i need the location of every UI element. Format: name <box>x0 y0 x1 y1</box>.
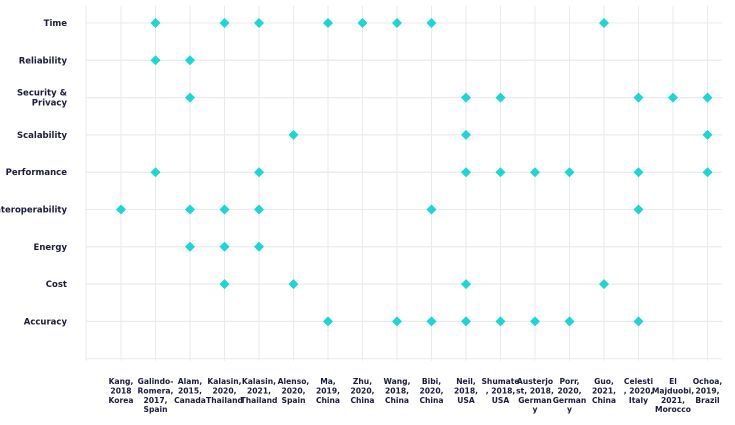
x-tick-label: Zhu, 2020, China <box>350 377 374 405</box>
data-point-diamond <box>702 92 713 103</box>
data-point-diamond <box>599 18 609 28</box>
x-tick-label: Shumate, 2018, USA <box>481 377 519 405</box>
data-point-diamond <box>633 204 644 215</box>
y-tick-label: Energy <box>34 243 68 253</box>
x-tick-label: Wang, 2018, China <box>384 377 411 405</box>
data-point-diamond <box>564 316 575 327</box>
data-point-diamond <box>150 167 161 178</box>
data-point-diamond <box>495 316 506 327</box>
data-point-diamond <box>633 92 644 103</box>
data-point-diamond <box>254 18 264 28</box>
data-point-diamond <box>150 18 161 28</box>
x-tick-label: Guo, 2021, China <box>592 377 616 405</box>
data-point-diamond <box>185 55 195 66</box>
data-point-diamond <box>323 18 333 28</box>
y-tick-label: Time <box>44 19 68 29</box>
data-points <box>116 18 713 327</box>
data-point-diamond <box>530 167 540 178</box>
x-tick-label: Bibi, 2020, China <box>419 377 443 405</box>
x-tick-label: Austerjo st, 2018, German y <box>516 377 554 414</box>
y-tick-labels: Time Reliability Security & Privacy Scalabil… <box>0 19 68 327</box>
data-point-diamond <box>185 204 195 215</box>
data-point-diamond <box>495 92 506 103</box>
data-point-diamond <box>357 18 368 28</box>
data-point-diamond <box>185 92 195 103</box>
x-tick-label: Celesti, 2020, Italy <box>624 377 654 405</box>
y-tick-label: Reliability <box>19 56 68 66</box>
data-point-diamond <box>564 167 575 178</box>
data-point-diamond <box>254 167 264 178</box>
x-tick-label: Alam, 2015, Canada <box>174 377 206 405</box>
data-point-diamond <box>495 167 506 178</box>
x-tick-label: El Majduobi, 2021, Morocco <box>652 377 694 414</box>
data-point-diamond <box>392 18 402 28</box>
data-point-diamond <box>219 279 230 290</box>
data-point-diamond <box>461 316 471 327</box>
data-point-diamond <box>426 316 437 327</box>
x-tick-label: Neil, 2018, USA <box>454 377 478 405</box>
data-point-diamond <box>219 18 230 28</box>
data-point-diamond <box>426 18 437 28</box>
data-point-diamond <box>702 167 713 178</box>
data-point-diamond <box>288 279 299 290</box>
x-tick-label: Ma, 2019, China <box>316 377 340 405</box>
grid-lines <box>85 6 722 361</box>
data-point-diamond <box>633 316 644 327</box>
y-tick-label: Performance <box>6 168 68 178</box>
data-point-diamond <box>461 167 471 178</box>
x-tick-label: Kalasin, 2020, Thailand <box>206 377 243 405</box>
data-point-diamond <box>116 204 126 215</box>
y-tick-label: Scalability <box>17 131 67 141</box>
data-point-diamond <box>254 204 264 215</box>
y-tick-label: Interoperability <box>0 206 67 216</box>
data-point-diamond <box>323 316 333 327</box>
y-tick-label: Cost <box>46 280 67 290</box>
x-tick-label: Kalasin, 2021, Thailand <box>241 377 278 405</box>
data-point-diamond <box>461 92 471 103</box>
x-tick-label: Alenso, 2020, Spain <box>278 377 310 405</box>
data-point-diamond <box>150 55 161 66</box>
data-point-diamond <box>702 129 713 140</box>
data-point-diamond <box>530 316 540 327</box>
data-point-diamond <box>461 129 471 140</box>
data-point-diamond <box>461 279 471 290</box>
data-point-diamond <box>254 241 264 252</box>
data-point-diamond <box>219 204 230 215</box>
x-tick-label: Kang, 2018 Korea <box>109 377 134 405</box>
data-point-diamond <box>392 316 402 327</box>
data-point-diamond <box>599 279 609 290</box>
x-tick-label: Porr, 2020, German y <box>553 377 587 414</box>
data-point-diamond <box>633 167 644 178</box>
data-point-diamond <box>426 204 437 215</box>
data-point-diamond <box>668 92 678 103</box>
x-tick-label: Galindo-Romera, 2017, Spain <box>138 377 174 414</box>
y-tick-label: Security & Privacy <box>17 89 68 109</box>
data-point-diamond <box>219 241 230 252</box>
y-tick-label: Accuracy <box>24 317 68 327</box>
x-tick-label: Ochoa, 2019, Brazil <box>693 377 723 405</box>
data-point-diamond <box>185 241 195 252</box>
data-point-diamond <box>288 129 299 140</box>
